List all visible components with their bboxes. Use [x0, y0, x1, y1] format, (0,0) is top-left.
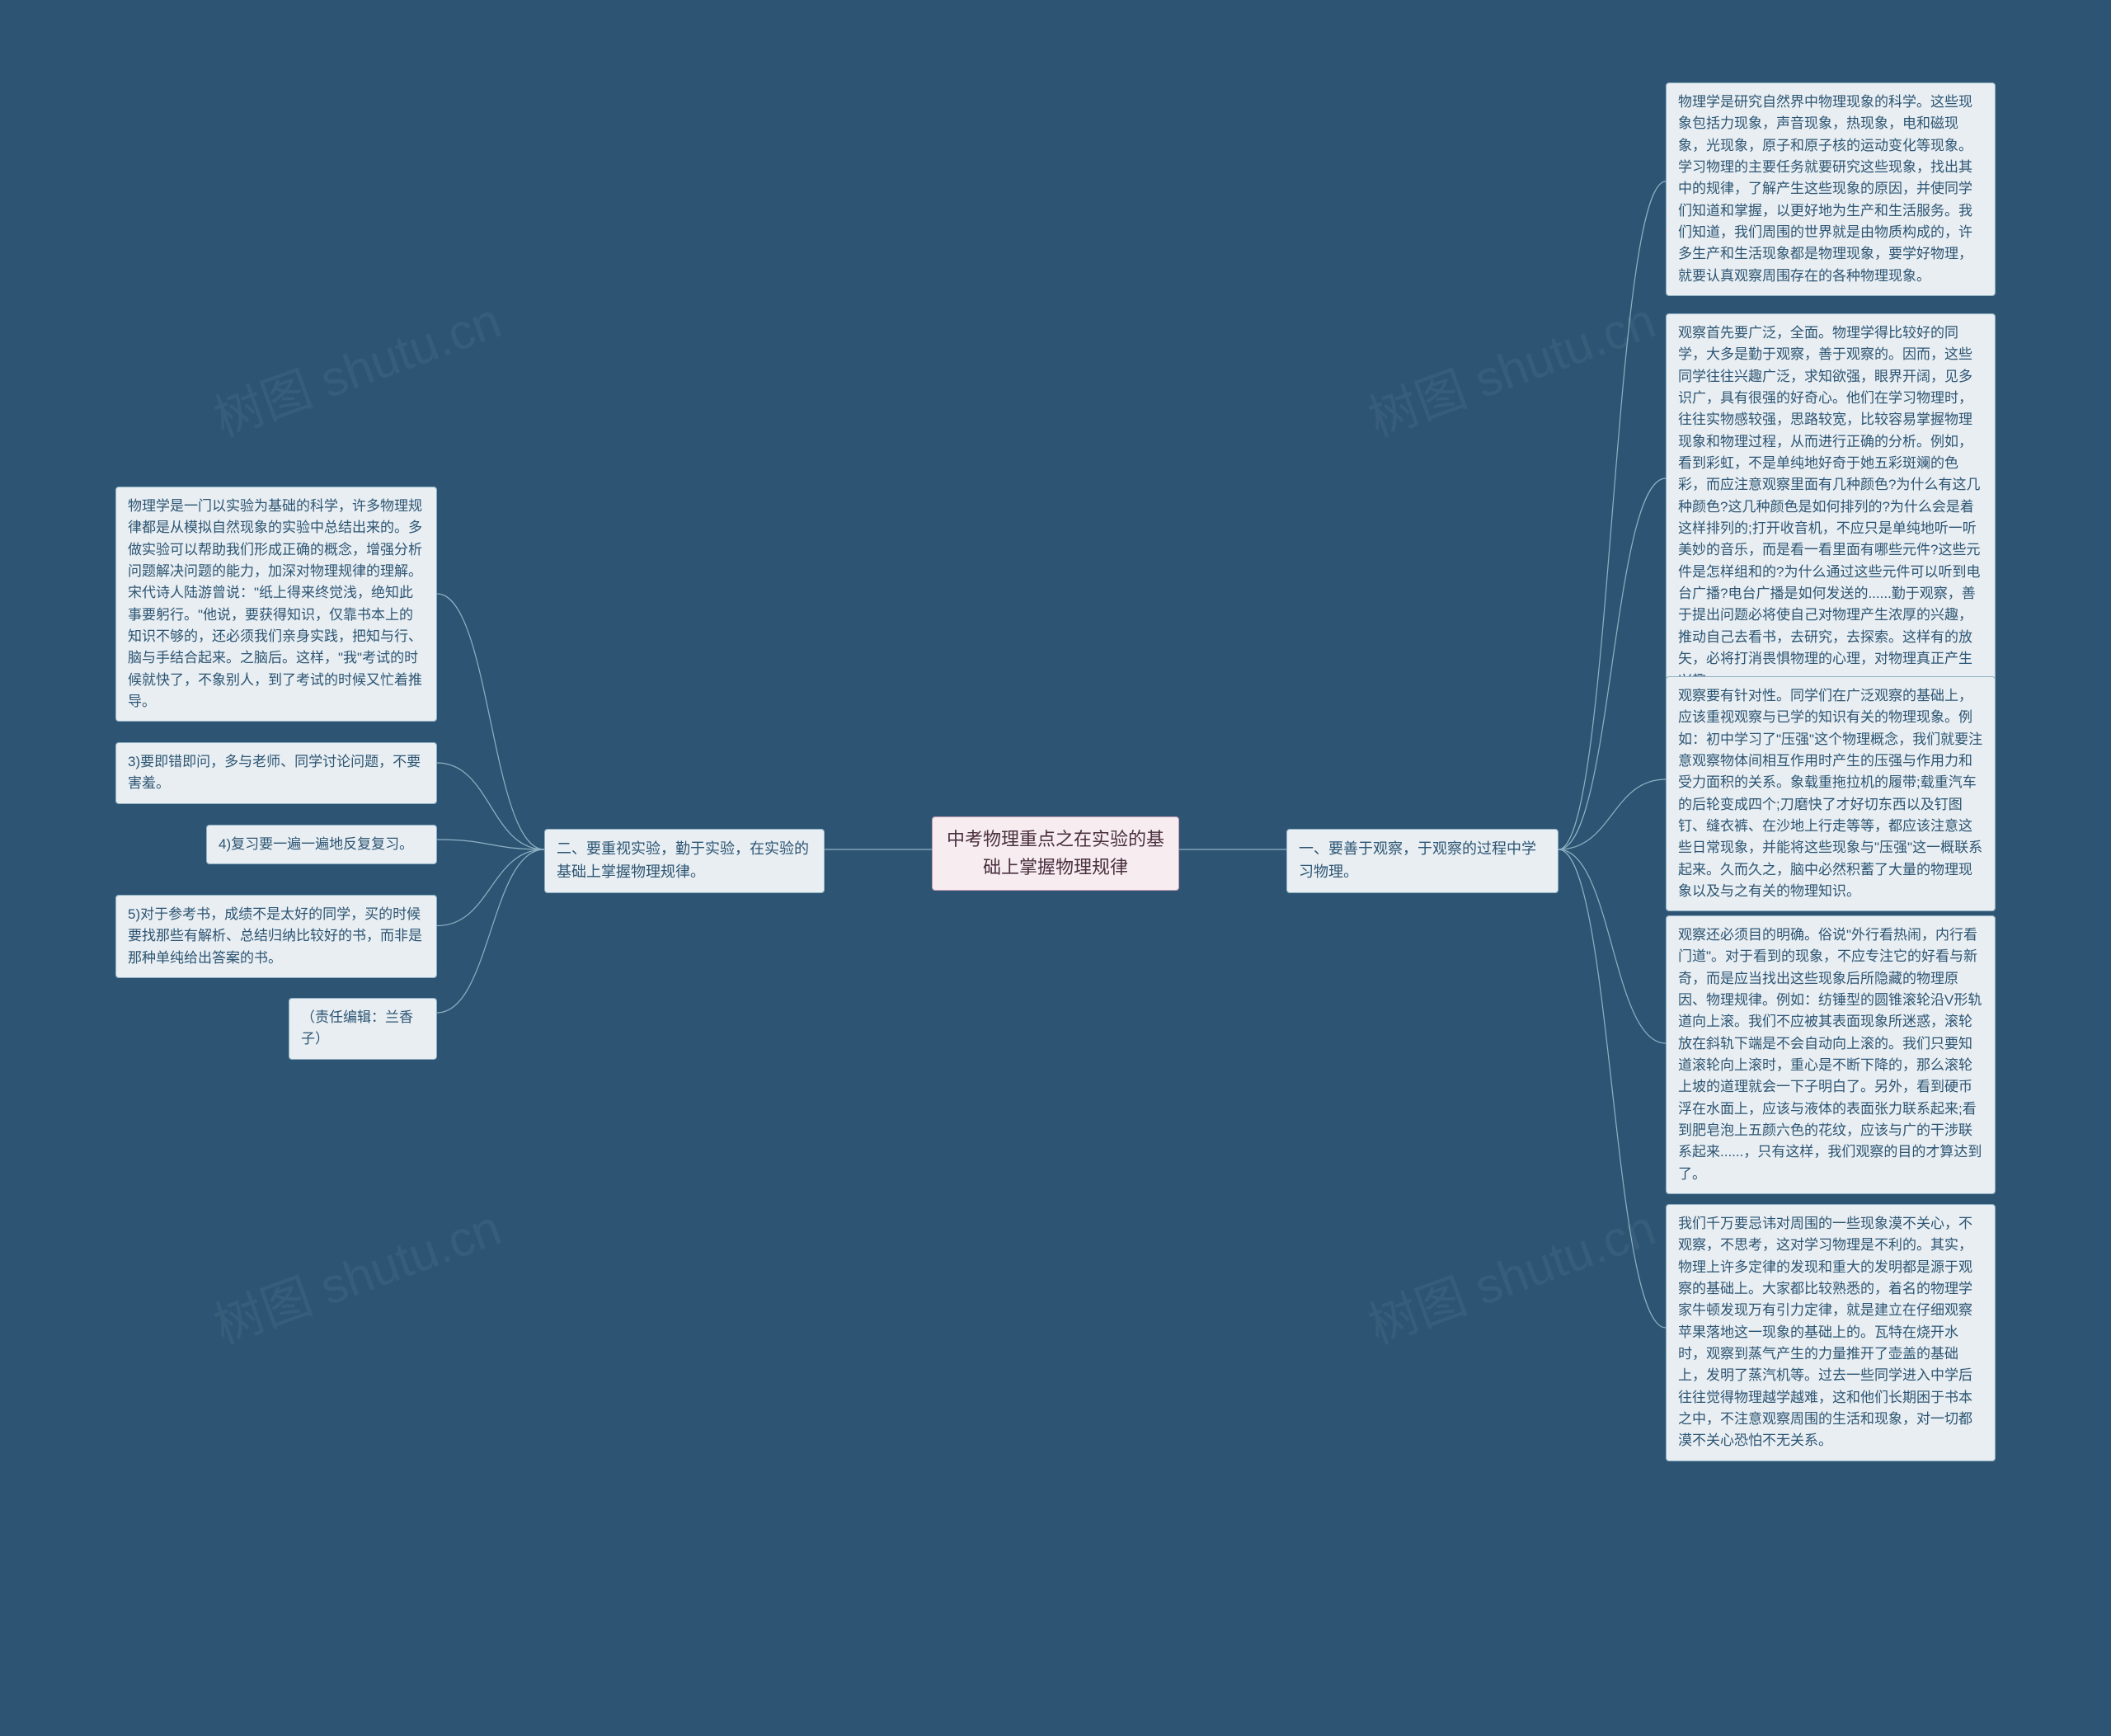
leaf-text: 我们千万要忌讳对周围的一些现象漠不关心，不观察，不思考，这对学习物理是不利的。其…: [1678, 1216, 1972, 1448]
branch-left-label: 二、要重视实验，勤于实验，在实验的基础上掌握物理规律。: [557, 838, 812, 884]
leaf-text: 4)复习要一遍一遍地反复复习。: [219, 836, 413, 852]
leaf-right[interactable]: 观察要有针对性。同学们在广泛观察的基础上，应该重视观察与已学的知识有关的物理现象…: [1666, 676, 1996, 911]
leaf-text: （责任编辑：兰香子）: [301, 1009, 413, 1047]
leaf-text: 5)对于参考书，成绩不是太好的同学，买的时候要找那些有解析、总结归纳比较好的书，…: [128, 906, 422, 966]
center-label: 中考物理重点之在实验的基础上掌握物理规律: [944, 826, 1167, 882]
leaf-left[interactable]: 3)要即错即问，多与老师、同学讨论问题，不要害羞。: [115, 742, 437, 804]
leaf-text: 观察要有针对性。同学们在广泛观察的基础上，应该重视观察与已学的知识有关的物理现象…: [1678, 688, 1982, 899]
leaf-right[interactable]: 观察首先要广泛，全面。物理学得比较好的同学，大多是勤于观察，善于观察的。因而，这…: [1666, 313, 1996, 701]
leaf-text: 观察还必须目的明确。俗说"外行看热闹，内行看门道"。对于看到的现象，不应专注它的…: [1678, 927, 1982, 1182]
leaf-left[interactable]: 5)对于参考书，成绩不是太好的同学，买的时候要找那些有解析、总结归纳比较好的书，…: [115, 895, 437, 978]
leaf-text: 3)要即错即问，多与老师、同学讨论问题，不要害羞。: [128, 754, 421, 791]
leaf-text: 物理学是一门以实验为基础的科学，许多物理规律都是从模拟自然现象的实验中总结出来的…: [128, 498, 422, 709]
leaf-text: 物理学是研究自然界中物理现象的科学。这些现象包括力现象，声音现象，热现象，电和磁…: [1678, 94, 1972, 284]
leaf-right[interactable]: 物理学是研究自然界中物理现象的科学。这些现象包括力现象，声音现象，热现象，电和磁…: [1666, 82, 1996, 296]
leaf-left[interactable]: 物理学是一门以实验为基础的科学，许多物理规律都是从模拟自然现象的实验中总结出来的…: [115, 487, 437, 722]
branch-left[interactable]: 二、要重视实验，勤于实验，在实验的基础上掌握物理规律。: [544, 829, 825, 893]
leaf-left[interactable]: 4)复习要一遍一遍地反复复习。: [206, 825, 437, 864]
branch-right[interactable]: 一、要善于观察，于观察的过程中学习物理。: [1286, 829, 1559, 893]
leaf-text: 观察首先要广泛，全面。物理学得比较好的同学，大多是勤于观察，善于观察的。因而，这…: [1678, 325, 1980, 689]
leaf-right[interactable]: 我们千万要忌讳对周围的一些现象漠不关心，不观察，不思考，这对学习物理是不利的。其…: [1666, 1204, 1996, 1461]
branch-right-label: 一、要善于观察，于观察的过程中学习物理。: [1299, 838, 1546, 884]
leaf-left[interactable]: （责任编辑：兰香子）: [289, 998, 437, 1060]
center-topic[interactable]: 中考物理重点之在实验的基础上掌握物理规律: [932, 816, 1179, 891]
leaf-right[interactable]: 观察还必须目的明确。俗说"外行看热闹，内行看门道"。对于看到的现象，不应专注它的…: [1666, 915, 1996, 1194]
